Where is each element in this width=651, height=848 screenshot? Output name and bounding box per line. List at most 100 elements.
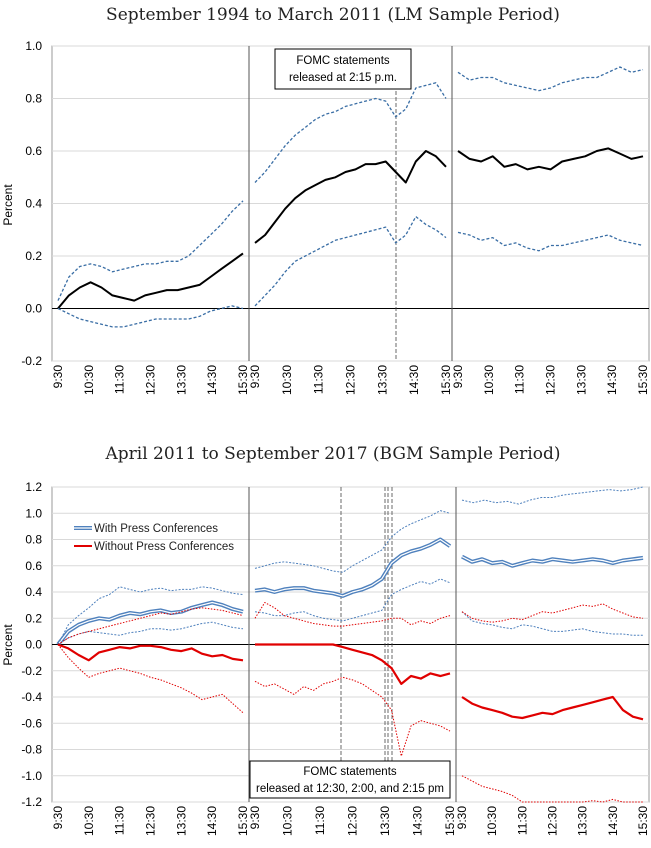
bot-x-tick-label: 13:30	[378, 806, 392, 836]
top-x-tick-label: 13:30	[174, 365, 188, 395]
bot-x-tick-label: 12:30	[346, 806, 360, 836]
bottom-fomc-annotation-line2: released at 12:30, 2:00, and 2:15 pm	[256, 783, 444, 795]
top-panel1-lower-line	[57, 305, 244, 328]
bot-panel2-without-mean-line	[255, 643, 451, 686]
bottom-gridlines	[51, 486, 650, 803]
bot-panel2-without-upper-line	[254, 602, 451, 627]
top-chart-title: September 1994 to March 2011 (LM Sample …	[106, 5, 560, 25]
bot-panel1-with-lower-line	[57, 621, 244, 645]
bot-panel3-with-lower-line	[461, 611, 643, 636]
bot-x-tick-label: 9:30	[248, 806, 262, 830]
top-x-tick-label: 11:30	[312, 365, 326, 394]
bot-y-tick-label: -0.4	[21, 690, 42, 704]
bot-x-tick-label: 12:30	[546, 806, 560, 836]
bot-panel2-with-mean-inner	[254, 538, 451, 597]
top-y-tick-label: 0.4	[25, 197, 42, 211]
top-x-tick-label: 11:30	[513, 365, 527, 394]
top-gridlines	[51, 45, 650, 362]
bot-y-tick-label: 0.8	[25, 533, 42, 547]
bot-x-tick-label: 10:30	[281, 806, 295, 836]
bot-x-tick-label: 11:30	[515, 806, 529, 835]
top-x-tick-label: 15:30	[636, 365, 650, 395]
bot-x-tick-label: 15:30	[236, 806, 250, 836]
bottom-y-axis-label: Percent	[1, 624, 15, 666]
bot-x-tick-label: 9:30	[51, 806, 65, 830]
bottom-legend: With Press Conferences Without Press Con…	[74, 523, 234, 553]
bot-panel2-with-upper-line	[254, 510, 451, 573]
bot-x-tick-label: 11:30	[313, 806, 327, 835]
top-chart: 1.0 0.8 0.6 0.4 0.2 0.0 -0.2 Percent 9:30 10:30…	[1, 39, 650, 395]
top-x-tick-label: 13:30	[375, 365, 389, 395]
bot-panel2-with-lower-line	[254, 578, 451, 622]
top-x-tick-label: 14:30	[605, 365, 619, 395]
bot-panel1-without-mean-line	[57, 643, 244, 662]
bot-panel3-with-upper-line	[461, 486, 644, 505]
top-fomc-annotation-line2: released at 2:15 p.m.	[289, 72, 397, 84]
top-x-tick-label: 10:30	[280, 365, 294, 395]
bot-panel3-without-upper-line	[461, 603, 644, 623]
bot-x-tick-label: 14:30	[606, 806, 620, 836]
top-panel1-mean-line	[57, 252, 244, 310]
bot-y-tick-label: -1.0	[21, 769, 42, 783]
bot-x-tick-label: 13:30	[576, 806, 590, 836]
top-x-tick-label: 9:30	[51, 365, 65, 389]
bottom-chart-title: April 2011 to September 2017 (BGM Sample…	[104, 444, 560, 464]
top-y-ticks: 1.0 0.8 0.6 0.4 0.2 0.0 -0.2	[21, 39, 42, 368]
top-fomc-annotation-line1: FOMC statements	[296, 55, 390, 67]
top-x-tick-label: 10:30	[82, 365, 96, 395]
bot-y-tick-label: -0.6	[21, 716, 42, 730]
top-x-ticks: 9:30 10:30 11:30 12:30 13:30 14:30 15:309:30 10…	[51, 365, 650, 395]
bottom-x-ticks: 9:30 10:30 11:30 12:30 13:30 14:30 15:309:30 10…	[51, 806, 650, 836]
top-x-tick-label: 15:30	[439, 365, 453, 395]
bot-y-tick-label: 1.0	[25, 506, 42, 520]
bot-y-tick-label: 0.0	[25, 638, 42, 652]
top-x-tick-label: 11:30	[113, 365, 127, 394]
bot-panel3-with-mean-line	[461, 554, 644, 568]
top-y-tick-label: 0.0	[25, 302, 42, 316]
top-x-tick-label: 13:30	[574, 365, 588, 395]
bot-x-tick-label: 14:30	[411, 806, 425, 836]
bot-y-tick-label: 0.6	[25, 559, 42, 573]
bot-y-tick-label: 0.2	[25, 611, 42, 625]
top-x-tick-label: 15:30	[236, 365, 250, 395]
bot-panel1-without-upper-line	[57, 607, 244, 645]
bot-x-tick-label: 10:30	[82, 806, 96, 836]
top-x-tick-label: 14:30	[407, 365, 421, 395]
bot-y-tick-label: -0.8	[21, 743, 42, 757]
bottom-series	[56, 486, 644, 803]
top-x-tick-label: 14:30	[205, 365, 219, 395]
bot-panel3-with-mean-inner	[461, 556, 644, 567]
top-x-tick-label: 9:30	[451, 365, 465, 389]
bottom-chart: 1.2 1.0 0.8 0.6 0.4 0.2 0.0 -0.2 -0.4 -0.6 -0.8 -1.…	[1, 480, 650, 836]
bot-x-tick-label: 15:30	[443, 806, 457, 836]
top-y-axis-label: Percent	[1, 184, 15, 226]
bot-panel3-without-mean-line	[461, 695, 644, 721]
legend-label-without: Without Press Conferences	[94, 541, 234, 553]
bot-y-tick-label: 1.2	[25, 480, 42, 494]
bot-x-tick-label: 11:30	[113, 806, 127, 835]
legend-label-with: With Press Conferences	[94, 523, 218, 535]
bot-y-tick-label: -0.2	[21, 664, 42, 678]
bot-y-tick-label: 0.4	[25, 585, 42, 599]
bot-x-tick-label: 14:30	[205, 806, 219, 836]
bot-x-tick-label: 15:30	[636, 806, 650, 836]
bot-x-tick-label: 10:30	[485, 806, 499, 836]
top-panel3-lower-line	[457, 231, 644, 252]
top-x-tick-label: 12:30	[544, 365, 558, 395]
bottom-y-ticks: 1.2 1.0 0.8 0.6 0.4 0.2 0.0 -0.2 -0.4 -0.6 -0.8 -1.…	[21, 480, 42, 809]
top-x-tick-label: 12:30	[344, 365, 358, 395]
bot-panel1-without-lower-line	[57, 644, 244, 714]
bot-x-tick-label: 13:30	[174, 806, 188, 836]
bot-x-tick-label: 9:30	[455, 806, 469, 830]
top-panel2-mean-line	[254, 150, 447, 244]
top-y-tick-label: -0.2	[21, 354, 42, 368]
bot-panel1-with-mean-inner	[57, 601, 244, 645]
bot-panel2-without-lower-line	[254, 676, 451, 757]
top-fomc-annotation-box	[274, 48, 412, 90]
bot-y-tick-label: -1.2	[21, 795, 42, 809]
top-y-tick-label: 0.8	[25, 92, 42, 106]
top-x-tick-label: 12:30	[144, 365, 158, 395]
bot-panel3-without-lower-line	[461, 775, 643, 803]
bot-x-tick-label: 12:30	[144, 806, 158, 836]
